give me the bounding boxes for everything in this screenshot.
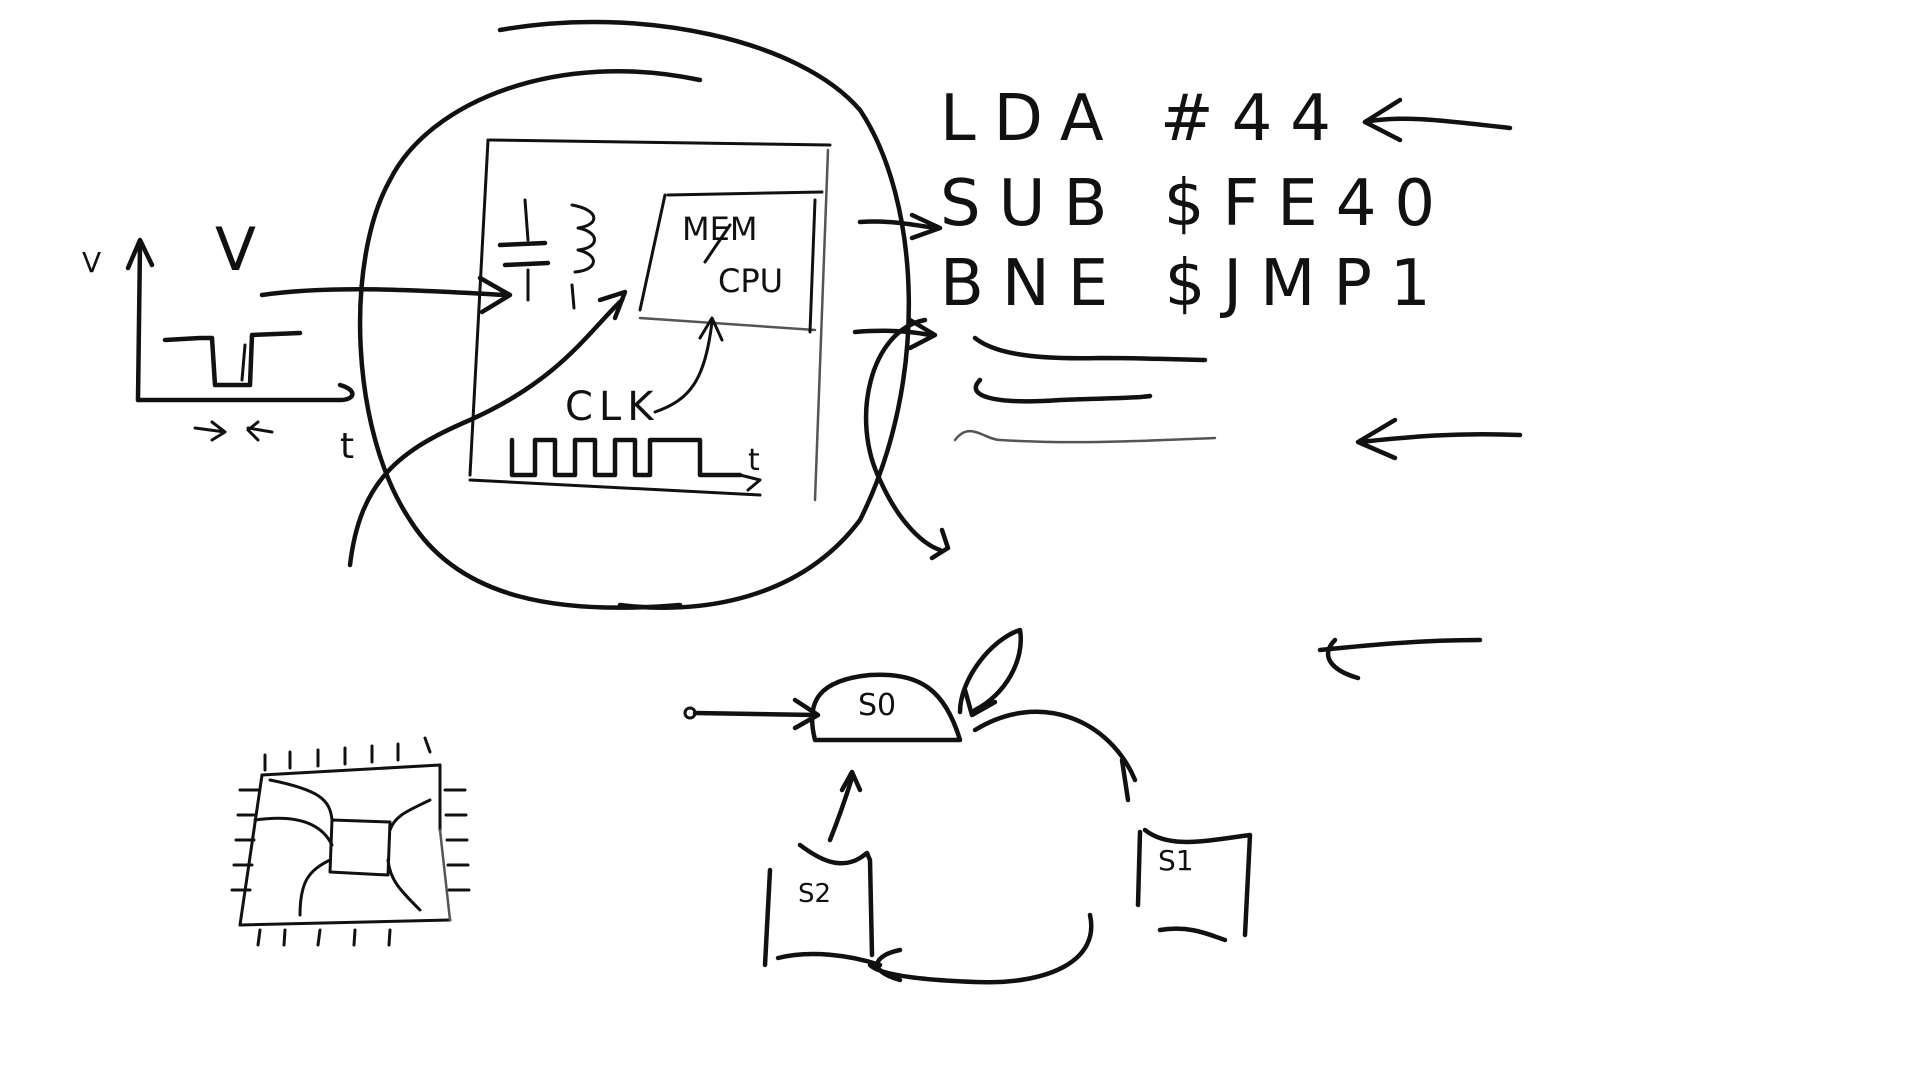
computer-circle: [357, 19, 911, 610]
plot-arrow: [259, 286, 508, 298]
state-s0: S0: [809, 627, 1024, 743]
chip-icon: [230, 736, 471, 947]
state-s2: S2: [762, 842, 883, 968]
capacitor-icon: [497, 198, 551, 302]
state-s1: S1: [1135, 827, 1253, 943]
pulse-waveform: [162, 330, 303, 388]
axis-t-label: t: [340, 426, 354, 467]
axis-v-label: V: [82, 246, 101, 279]
clk-label: CLK: [565, 384, 659, 430]
cpu-label: CPU: [718, 262, 783, 300]
code-line-2: SUB $FE40: [940, 167, 1453, 241]
box-to-code-arrows: [852, 212, 951, 561]
axis-v-big-label: V: [215, 215, 256, 285]
clk-arrow: [653, 320, 714, 414]
inductor-icon: [570, 203, 596, 310]
mem-cpu-block: MEM CPU: [638, 190, 824, 334]
input-curve: [347, 297, 625, 568]
state-s0-label: S0: [858, 688, 896, 723]
signal-plot: V t V: [82, 215, 513, 467]
clk-t-label: t: [748, 443, 760, 478]
code-line-3: BNE $JMP1: [940, 247, 1449, 321]
state-s1-label: S1: [1158, 844, 1194, 877]
right-arrows: [1317, 97, 1523, 681]
code-line-1: LDA #44: [940, 82, 1349, 156]
assembly-code: LDA #44 SUB $FE40 BNE $JMP1: [940, 82, 1453, 444]
state-machine: S0 S1 S2: [683, 627, 1253, 985]
clock-waveform: [509, 437, 743, 478]
clock-section: CLK t: [509, 316, 762, 492]
state-s2-label: S2: [798, 879, 831, 909]
